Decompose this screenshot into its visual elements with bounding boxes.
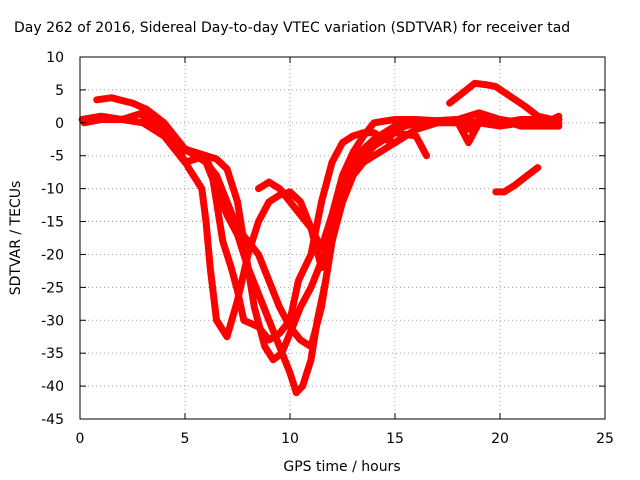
y-tick-label: -45 [41, 412, 64, 428]
y-tick-label: -10 [41, 182, 64, 198]
y-tick-label: 10 [46, 50, 64, 66]
y-tick-label: -40 [41, 379, 64, 395]
x-tick-label: 25 [596, 431, 614, 447]
x-tick-label: 15 [386, 431, 404, 447]
series-line-track-8 [492, 164, 542, 196]
y-tick-label: -30 [41, 313, 64, 329]
x-tick-label: 0 [76, 431, 85, 447]
series-line-track-5 [171, 109, 563, 397]
y-tick-label: 0 [55, 116, 64, 132]
series-line-track-7 [446, 79, 563, 123]
y-tick-label: -20 [41, 247, 64, 263]
x-tick-label: 20 [491, 431, 509, 447]
y-tick-label: -35 [41, 346, 64, 362]
x-tick-label: 5 [181, 431, 190, 447]
data-series [78, 79, 563, 397]
y-tick-label: -5 [50, 149, 64, 165]
y-axis-label: SDTVAR / TECUs [8, 181, 24, 296]
chart-title: Day 262 of 2016, Sidereal Day-to-day VTE… [14, 20, 570, 36]
x-tick-label: 10 [281, 431, 299, 447]
y-tick-label: -25 [41, 280, 64, 296]
y-tick-label: -15 [41, 215, 64, 231]
series-line-track-6 [255, 116, 563, 252]
y-axis-ticks: 10 5 0 -5 -10 -15 -20 -25 -30 -35 -40 -45 [41, 50, 605, 428]
x-axis-label: GPS time / hours [283, 459, 400, 475]
x-axis-ticks: 0 5 10 15 20 25 [76, 57, 614, 447]
y-tick-label: 5 [55, 83, 64, 99]
series-line-track-4 [139, 112, 563, 364]
plot-frame [79, 56, 606, 420]
